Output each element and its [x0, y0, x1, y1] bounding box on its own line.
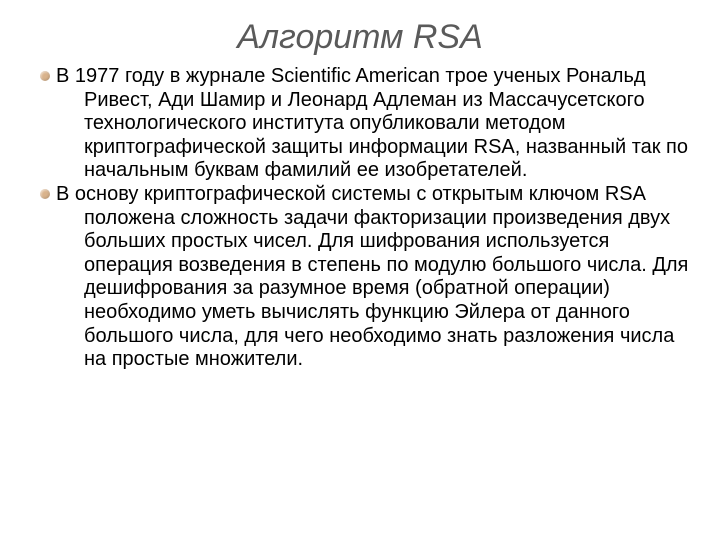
slide-title: Алгоритм RSA: [28, 18, 692, 57]
bullet-icon: [40, 189, 50, 199]
paragraph: В 1977 году в журнале Scientific America…: [28, 65, 692, 183]
bullet-icon: [40, 71, 50, 81]
paragraph: В основу криптографической системы с отк…: [28, 183, 692, 372]
slide-body: В 1977 году в журнале Scientific America…: [28, 65, 692, 372]
paragraph-row: В основу криптографической системы с отк…: [28, 183, 692, 372]
slide: Алгоритм RSA В 1977 году в журнале Scien…: [0, 0, 720, 540]
paragraph-row: В 1977 году в журнале Scientific America…: [28, 65, 692, 183]
